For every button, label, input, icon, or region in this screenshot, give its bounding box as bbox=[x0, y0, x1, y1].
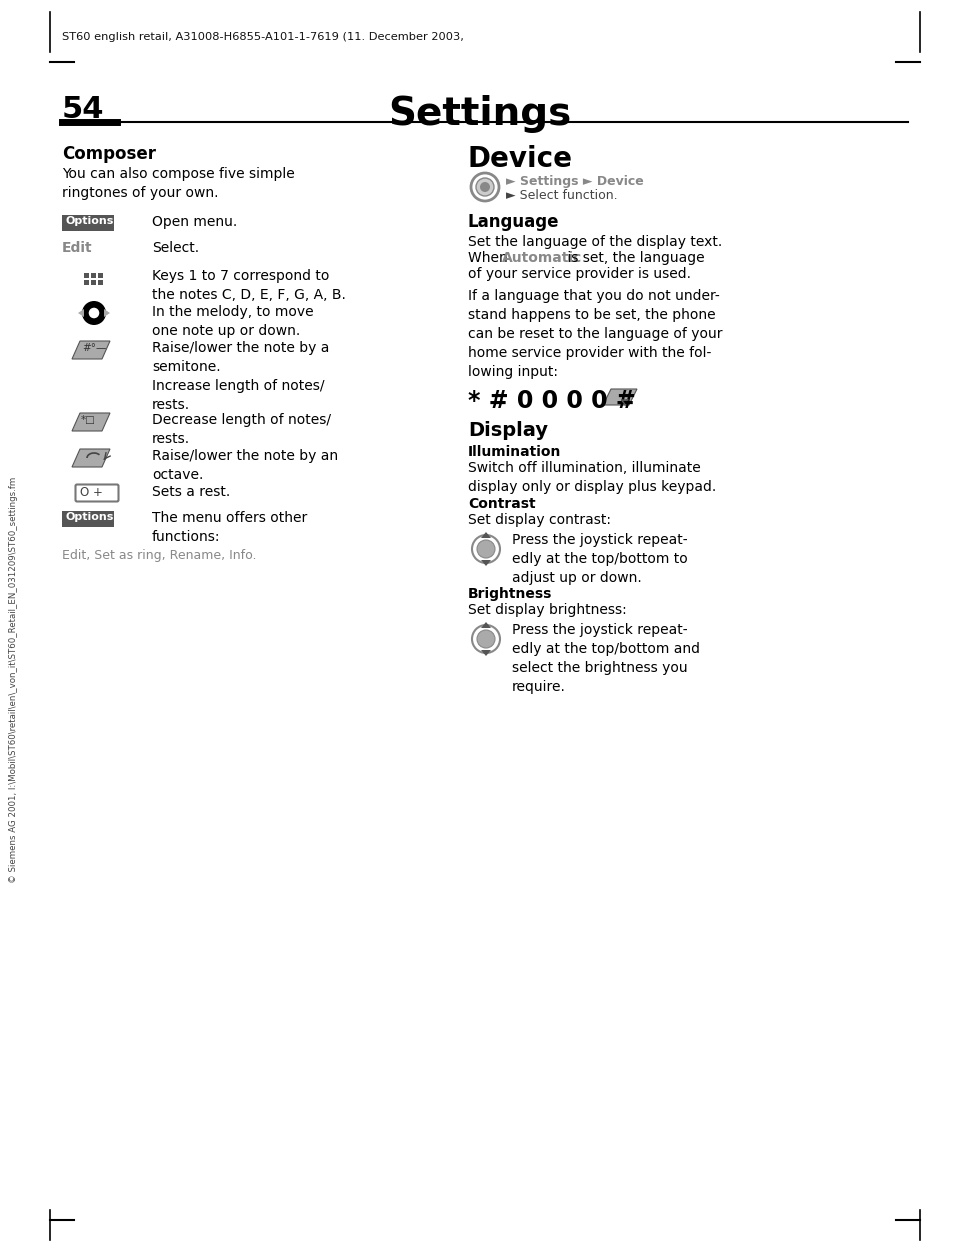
Polygon shape bbox=[480, 559, 491, 566]
Polygon shape bbox=[480, 622, 491, 628]
Text: Set display contrast:: Set display contrast: bbox=[468, 513, 610, 527]
Text: Set display brightness:: Set display brightness: bbox=[468, 603, 626, 617]
Text: Raise/lower the note by an
octave.: Raise/lower the note by an octave. bbox=[152, 449, 337, 482]
Text: * # 0 0 0 0 #: * # 0 0 0 0 # bbox=[468, 389, 635, 412]
Text: Keys 1 to 7 correspond to
the notes C, D, E, F, G, A, B.: Keys 1 to 7 correspond to the notes C, D… bbox=[152, 269, 346, 302]
Polygon shape bbox=[104, 309, 110, 316]
Polygon shape bbox=[602, 389, 637, 405]
Text: O +: O + bbox=[80, 486, 103, 498]
Text: The menu offers other
functions:: The menu offers other functions: bbox=[152, 511, 307, 545]
Bar bbox=[91, 280, 96, 285]
Text: Select.: Select. bbox=[152, 240, 199, 255]
Polygon shape bbox=[480, 650, 491, 655]
Text: Composer: Composer bbox=[62, 145, 156, 163]
Text: 54: 54 bbox=[62, 95, 105, 125]
Text: ST60 english retail, A31008-H6855-A101-1-7619 (11. December 2003,: ST60 english retail, A31008-H6855-A101-1… bbox=[62, 32, 463, 42]
Polygon shape bbox=[71, 341, 110, 359]
FancyBboxPatch shape bbox=[62, 216, 113, 231]
Text: Options: Options bbox=[66, 216, 114, 226]
Text: Open menu.: Open menu. bbox=[152, 216, 237, 229]
Bar bbox=[91, 273, 96, 278]
Text: Increase length of notes/
rests.: Increase length of notes/ rests. bbox=[152, 379, 324, 412]
Circle shape bbox=[82, 302, 106, 325]
Circle shape bbox=[476, 630, 495, 648]
Text: Device: Device bbox=[468, 145, 573, 173]
Circle shape bbox=[479, 182, 490, 192]
Text: When: When bbox=[468, 250, 512, 265]
Text: Press the joystick repeat-
edly at the top/bottom to
adjust up or down.: Press the joystick repeat- edly at the t… bbox=[512, 533, 687, 584]
Text: Settings: Settings bbox=[388, 95, 571, 133]
Text: Contrast: Contrast bbox=[468, 497, 535, 511]
Bar bbox=[84, 273, 89, 278]
Circle shape bbox=[472, 535, 499, 563]
Text: Set the language of the display text.: Set the language of the display text. bbox=[468, 235, 721, 249]
Text: Automatic: Automatic bbox=[501, 250, 581, 265]
Bar bbox=[98, 273, 103, 278]
Text: Decrease length of notes/
rests.: Decrease length of notes/ rests. bbox=[152, 412, 331, 446]
Text: © Siemens AG 2001, I:\Mobil\ST60\retail\en\_von_it\ST60_Retail_EN_031209\ST60_se: © Siemens AG 2001, I:\Mobil\ST60\retail\… bbox=[10, 477, 18, 883]
Text: Switch off illumination, illuminate
display only or display plus keypad.: Switch off illumination, illuminate disp… bbox=[468, 461, 716, 493]
Text: If a language that you do not under-
stand happens to be set, the phone
can be r: If a language that you do not under- sta… bbox=[468, 289, 721, 379]
Text: Edit: Edit bbox=[62, 240, 92, 255]
Text: Illumination: Illumination bbox=[468, 445, 560, 459]
Text: Press the joystick repeat-
edly at the top/bottom and
select the brightness you
: Press the joystick repeat- edly at the t… bbox=[512, 623, 700, 694]
Text: Language: Language bbox=[468, 213, 558, 231]
Bar bbox=[84, 280, 89, 285]
Polygon shape bbox=[78, 309, 84, 316]
Polygon shape bbox=[71, 449, 110, 467]
Text: of your service provider is used.: of your service provider is used. bbox=[468, 267, 690, 282]
FancyBboxPatch shape bbox=[62, 511, 113, 527]
Text: You can also compose five simple
ringtones of your own.: You can also compose five simple rington… bbox=[62, 167, 294, 199]
Circle shape bbox=[471, 173, 498, 201]
Text: Edit, Set as ring, Rename, Info.: Edit, Set as ring, Rename, Info. bbox=[62, 549, 256, 562]
Text: Options: Options bbox=[66, 512, 114, 522]
Text: Display: Display bbox=[468, 421, 547, 440]
FancyBboxPatch shape bbox=[75, 485, 118, 501]
Circle shape bbox=[476, 178, 494, 196]
Text: *□: *□ bbox=[81, 415, 95, 425]
Text: Sets a rest.: Sets a rest. bbox=[152, 485, 230, 498]
Circle shape bbox=[88, 307, 100, 319]
Text: Brightness: Brightness bbox=[468, 587, 552, 601]
Circle shape bbox=[476, 540, 495, 558]
Text: is set, the language: is set, the language bbox=[562, 250, 704, 265]
Text: #°—: #°— bbox=[82, 343, 107, 353]
Circle shape bbox=[472, 625, 499, 653]
Bar bbox=[98, 280, 103, 285]
Text: In the melody, to move
one note up or down.: In the melody, to move one note up or do… bbox=[152, 305, 314, 338]
Polygon shape bbox=[480, 532, 491, 538]
Text: Raise/lower the note by a
semitone.: Raise/lower the note by a semitone. bbox=[152, 341, 329, 374]
Text: ► Select function.: ► Select function. bbox=[505, 189, 617, 202]
Polygon shape bbox=[71, 412, 110, 431]
Text: ► Settings ► Device: ► Settings ► Device bbox=[505, 174, 643, 188]
